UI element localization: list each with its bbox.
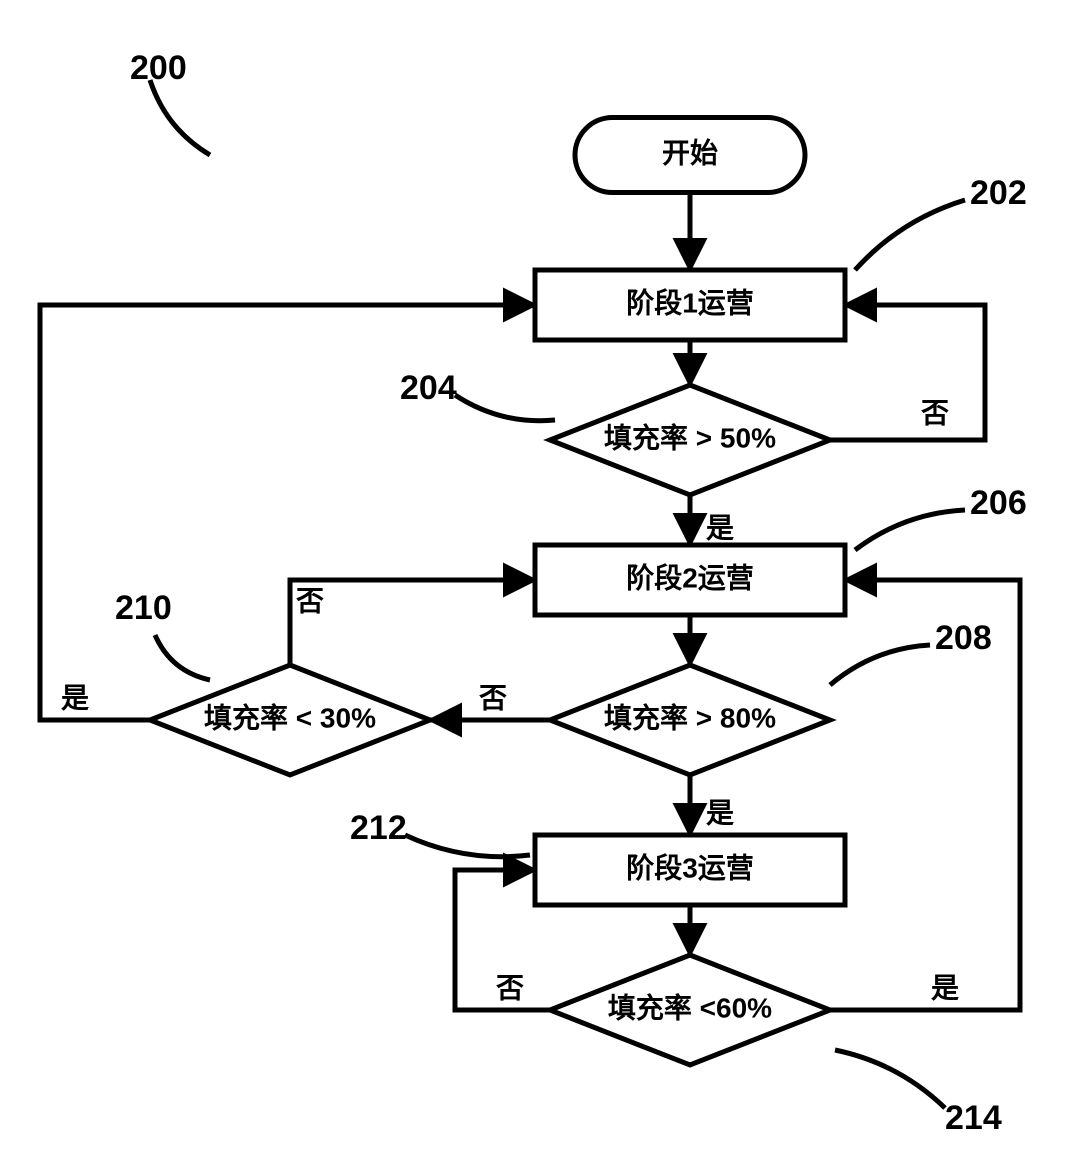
node-label-n202: 阶段1运营 — [626, 286, 754, 318]
leader-r212 — [405, 835, 530, 857]
edge-e3 — [830, 305, 985, 440]
node-n204: 填充率 > 50% — [550, 385, 830, 495]
edge-label-e7: 否 — [296, 585, 324, 616]
node-n214: 填充率 <60% — [550, 955, 830, 1065]
edge-label-e6: 否 — [479, 682, 507, 713]
node-label-start: 开始 — [662, 137, 718, 168]
node-label-n208: 填充率 > 80% — [604, 701, 776, 733]
leader-r202 — [855, 200, 965, 270]
node-n210: 填充率 < 30% — [150, 665, 430, 775]
edge-label-e2: 是 — [706, 512, 734, 543]
ref-label-r212: 212 — [350, 809, 407, 847]
ref-label-r200: 200 — [130, 49, 187, 87]
leader-r208 — [830, 645, 930, 685]
ref-label-r208: 208 — [935, 619, 992, 657]
node-label-n206: 阶段2运营 — [626, 561, 754, 593]
leader-r210 — [155, 635, 210, 680]
edge-label-e10: 否 — [496, 972, 524, 1003]
ref-label-r210: 210 — [115, 589, 172, 627]
flowchart-canvas: 是否是否否是否是 开始阶段1运营填充率 > 50%阶段2运营填充率 > 80%填… — [0, 0, 1067, 1155]
edge-label-e5: 是 — [706, 797, 734, 828]
leader-r214 — [835, 1050, 945, 1108]
node-start: 开始 — [575, 118, 805, 193]
node-label-n214: 填充率 <60% — [608, 991, 772, 1023]
node-label-n210: 填充率 < 30% — [204, 701, 376, 733]
node-n212: 阶段3运营 — [535, 835, 845, 905]
edge-label-e8: 是 — [61, 682, 89, 713]
leader-r204 — [455, 395, 555, 421]
edge-e7 — [290, 580, 535, 665]
ref-label-r202: 202 — [970, 174, 1027, 212]
node-n206: 阶段2运营 — [535, 545, 845, 615]
leader-r206 — [855, 510, 965, 550]
ref-label-r204: 204 — [400, 369, 457, 407]
leader-r200 — [150, 80, 210, 155]
ref-label-r206: 206 — [970, 484, 1027, 522]
edge-label-e11: 是 — [931, 972, 959, 1003]
node-label-n212: 阶段3运营 — [626, 851, 754, 883]
ref-label-r214: 214 — [945, 1099, 1002, 1137]
edge-label-e3: 否 — [921, 397, 949, 428]
node-n202: 阶段1运营 — [535, 270, 845, 340]
node-n208: 填充率 > 80% — [550, 665, 830, 775]
node-label-n204: 填充率 > 50% — [604, 421, 776, 453]
